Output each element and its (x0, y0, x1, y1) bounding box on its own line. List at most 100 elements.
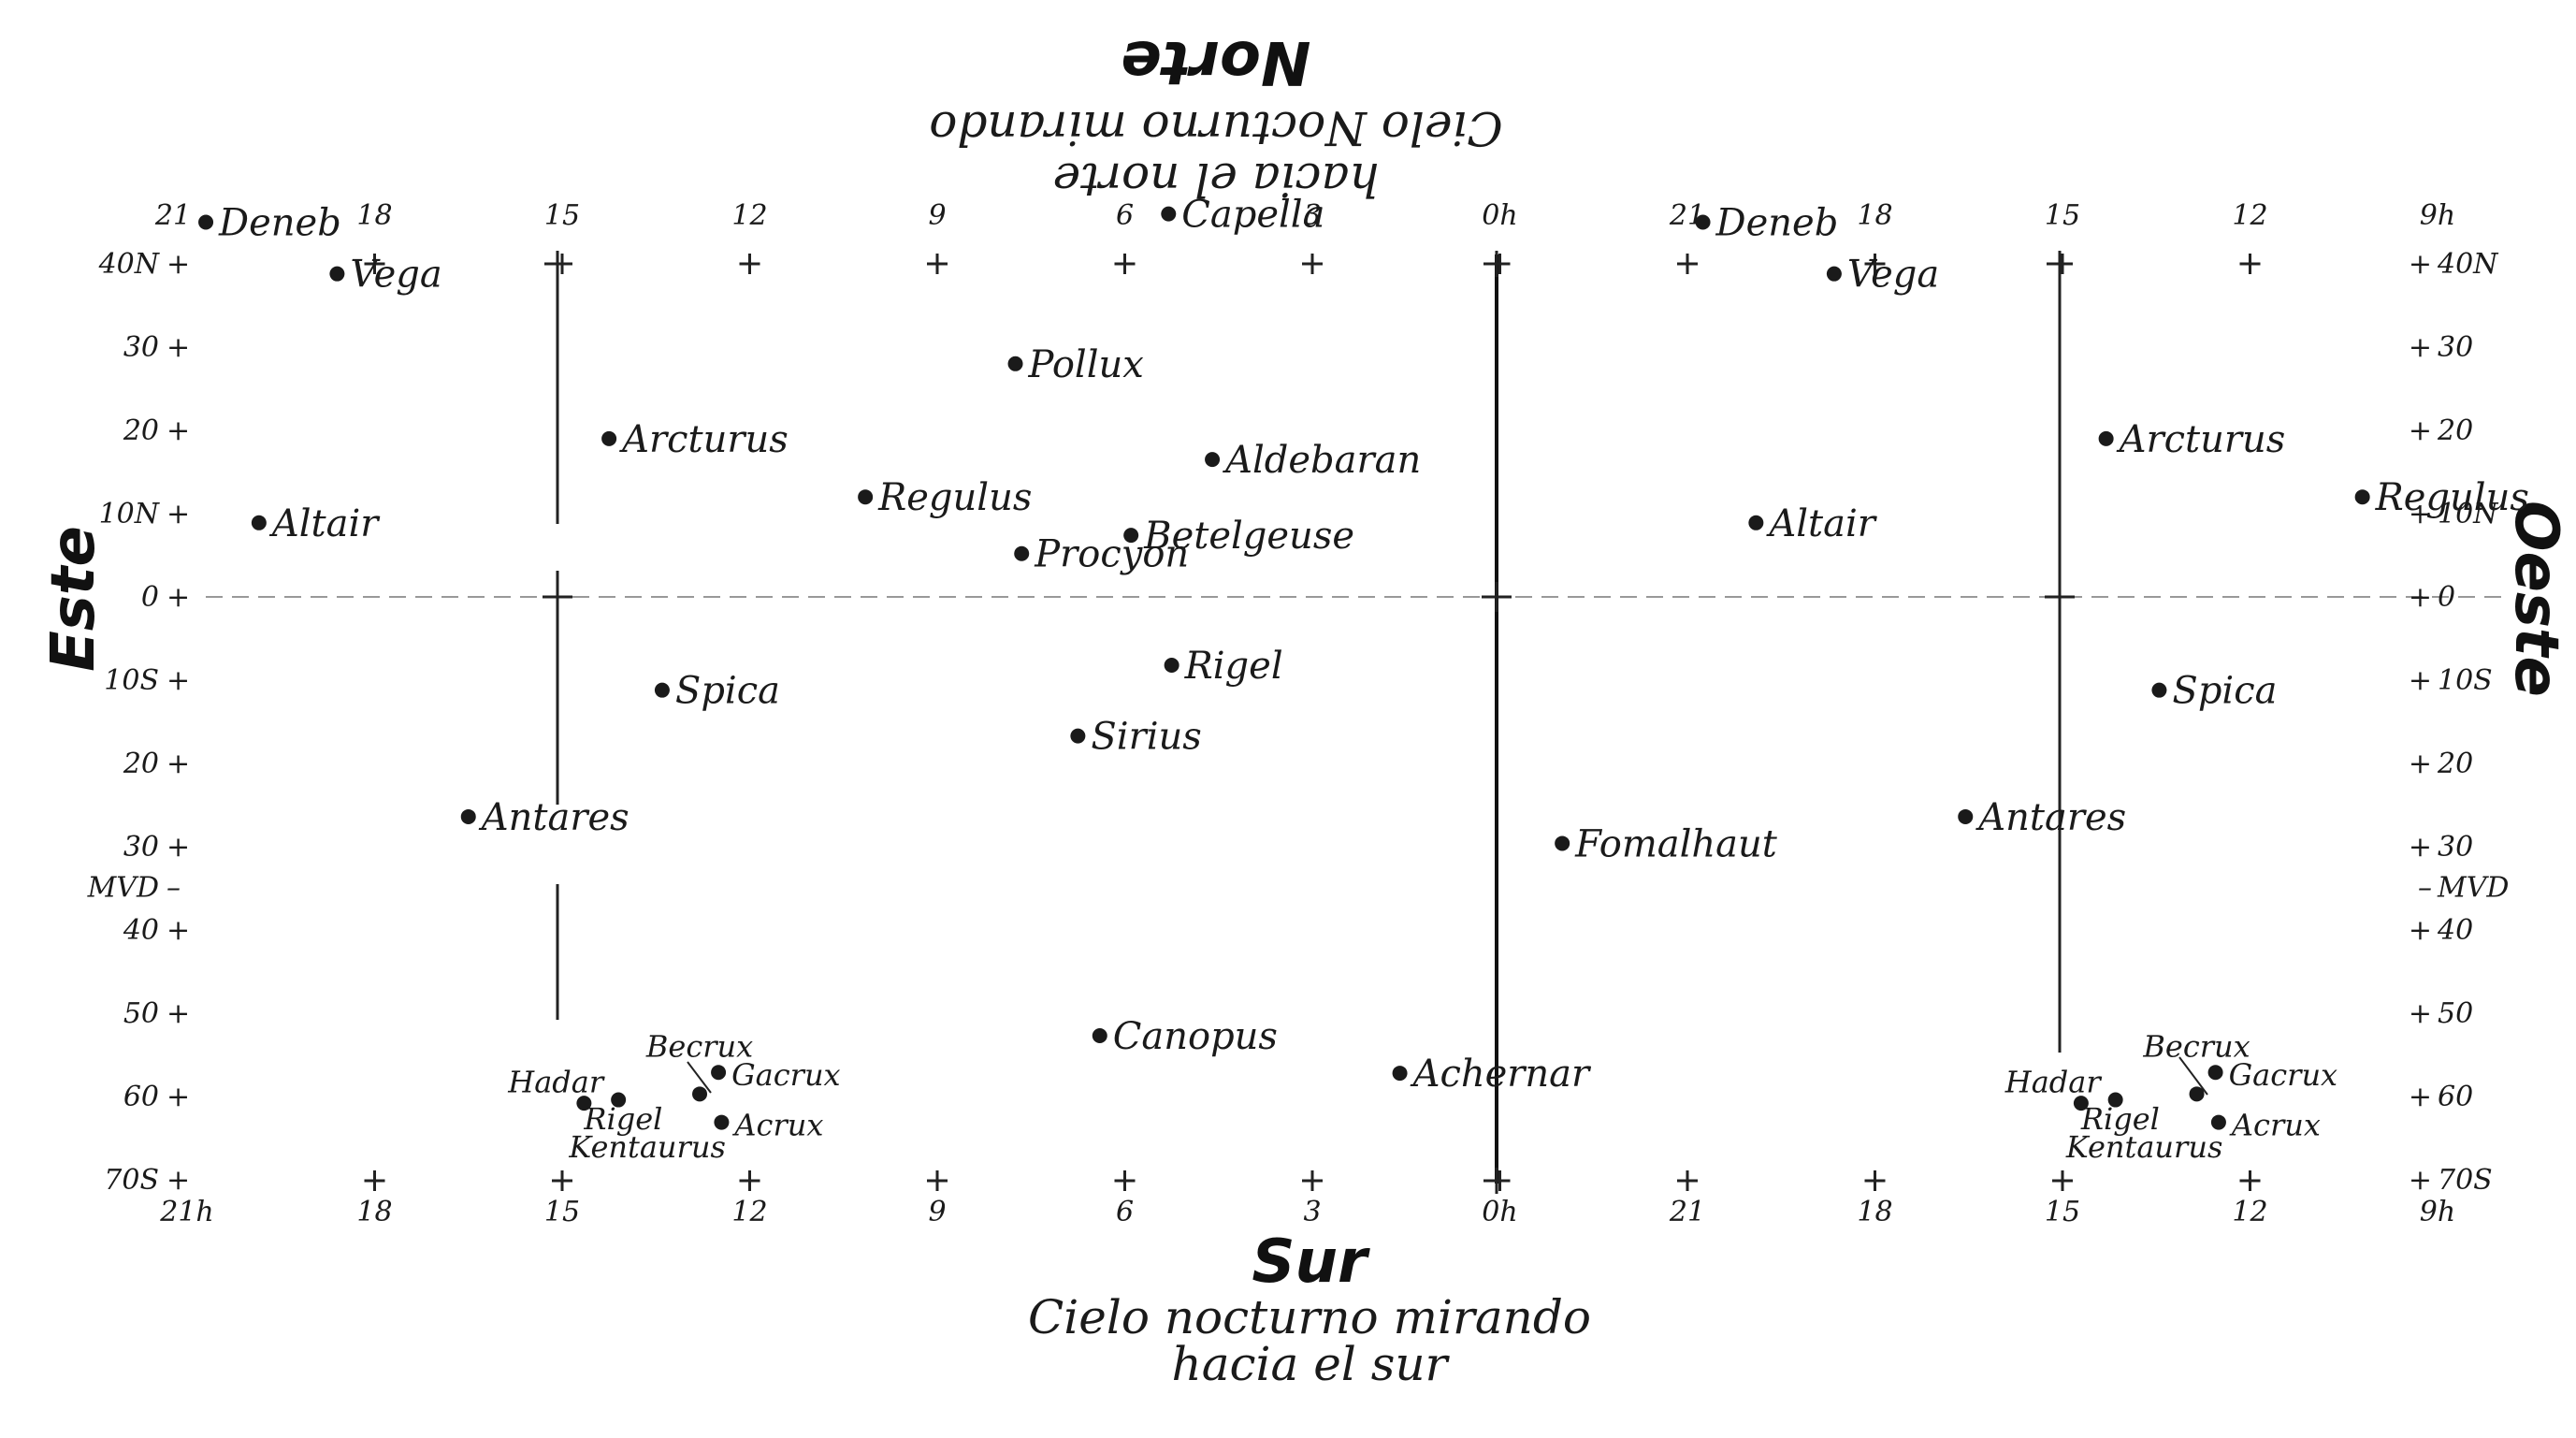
ra-tick-top: 12 (731, 199, 767, 232)
dec-tick-left: MVD (87, 872, 159, 905)
dec-tick-left-mark: + (166, 1081, 190, 1113)
ra-tick-bottom: 15 (544, 1196, 580, 1228)
ra-tick-bottom: 9h (2420, 1196, 2455, 1228)
star-arcturus-south-view (601, 430, 617, 446)
star-procyon-south-view (1014, 545, 1030, 561)
dec-tick-right: 40N (2437, 248, 2499, 281)
dec-tick-left: 0 (141, 581, 159, 614)
star-achernar-south-view (1392, 1066, 1408, 1082)
star-vega-south-view (329, 266, 345, 282)
star-label-spica-north-view: Spica (2172, 670, 2277, 713)
star-fomalhaut-north-view (1555, 835, 1570, 851)
star-label-aldebaran-south-view: Aldebaran (1222, 439, 1421, 482)
star-label-gacrux-south-view: Gacrux (731, 1057, 841, 1093)
star-vega-north-view (1826, 266, 1842, 282)
dec-tick-right-mark: – (2418, 872, 2432, 905)
ra-tick-top: 21 (154, 199, 191, 232)
dec-tick-right: 60 (2438, 1081, 2473, 1113)
dec-tick-left-mark: + (166, 414, 190, 447)
star-label-antares-south-view: Antares (478, 796, 630, 839)
ra-tick-top: 9 (928, 199, 946, 232)
star-hadar-north-view (2107, 1092, 2123, 1108)
dec-tick-left: 40N (98, 248, 161, 281)
dec-tick-right-mark: + (2409, 664, 2432, 697)
star-acrux-north-view (2210, 1114, 2226, 1130)
dec-tick-left-mark: + (166, 914, 190, 947)
dec-tick-right: 20 (2437, 748, 2473, 780)
ra-tick-top: 15 (2045, 199, 2080, 232)
star-altair-north-view (1748, 515, 1764, 530)
star-rigel-kentaurus-north-view (2073, 1096, 2089, 1111)
dec-tick-right: 70S (2438, 1164, 2493, 1197)
star-antares-north-view (1958, 808, 1974, 824)
dec-tick-left-mark: + (166, 331, 190, 364)
star-rigel-south-view (1164, 657, 1179, 673)
dec-tick-left-mark: + (166, 831, 190, 864)
star-label-betelgeuse-south-view: Betelgeuse (1143, 515, 1354, 558)
dec-tick-left: 20 (123, 414, 159, 447)
star-label-arcturus-south-view: Arcturus (618, 418, 789, 461)
star-label-altair-north-view: Altair (1765, 502, 1877, 545)
ra-tick-top: 18 (356, 199, 392, 232)
dec-tick-left-mark: + (166, 498, 190, 530)
ra-tick-top: 6 (1116, 199, 1134, 232)
dec-tick-right-mark: + (2409, 331, 2432, 364)
dec-tick-left: 20 (123, 748, 159, 780)
east-label: Este (39, 526, 109, 672)
star-label-vega-north-view: Vega (1847, 254, 1939, 297)
dec-tick-left-mark: + (166, 581, 190, 614)
dec-tick-left-mark: + (166, 1164, 190, 1197)
star-label-rigel-kentaurus-north-view: Rigel Kentaurus (2065, 1101, 2222, 1165)
ra-tick-top: 18 (1857, 199, 1892, 232)
star-label-rigel-kentaurus-south-view: Rigel Kentaurus (568, 1101, 725, 1165)
dec-tick-right: 40 (2437, 914, 2473, 947)
dec-tick-right: 10N (2438, 498, 2499, 530)
star-label-becrux-north-view: Becrux (2142, 1028, 2250, 1064)
star-label-antares-north-view: Antares (1975, 796, 2126, 839)
star-label-gacrux-north-view: Gacrux (2229, 1057, 2338, 1093)
star-label-vega-south-view: Vega (350, 254, 441, 297)
star-label-hadar-north-view: Hadar (2004, 1065, 2103, 1100)
ra-tick-bottom: 15 (2045, 1196, 2080, 1228)
north-caption-line1: Cielo Nocturno mirando (929, 101, 1503, 155)
star-sirius-south-view (1070, 728, 1086, 744)
star-capella-south-view (1161, 206, 1177, 222)
star-label-deneb-north-view: Deneb (1715, 202, 1839, 245)
south-caption-line2: hacia el sur (1172, 1337, 1451, 1391)
star-antares-south-view (460, 808, 476, 824)
dec-tick-right: 30 (2438, 831, 2473, 864)
star-label-regulus-north-view: Regulus (2375, 476, 2529, 519)
north-caption-line2: hacia el norte (1052, 153, 1379, 207)
ra-tick-bottom: 18 (356, 1196, 392, 1228)
dec-tick-right-mark: + (2409, 581, 2432, 614)
dec-tick-right-mark: + (2409, 1081, 2432, 1113)
ra-tick-top: 0h (1482, 199, 1517, 232)
south-label: Sur (1252, 1227, 1370, 1297)
dec-tick-left: 40 (123, 914, 159, 947)
dec-tick-right-mark: + (2409, 997, 2432, 1030)
star-regulus-south-view (858, 489, 874, 505)
dec-tick-left: 10N (99, 498, 161, 530)
star-deneb-north-view (1695, 214, 1711, 230)
dec-tick-right: MVD (2437, 872, 2509, 905)
star-gacrux-north-view (2207, 1065, 2223, 1081)
ra-tick-top: 15 (544, 199, 580, 232)
ra-tick-bottom: 9 (928, 1196, 946, 1228)
star-label-deneb-south-view: Deneb (218, 202, 341, 245)
becrux-leader-line-right (2178, 1056, 2208, 1096)
star-label-spica-south-view: Spica (675, 670, 780, 713)
ra-tick-bottom: 18 (1857, 1196, 1892, 1228)
star-gacrux-south-view (711, 1065, 727, 1081)
star-deneb-south-view (198, 214, 214, 230)
star-becrux-south-view (692, 1086, 708, 1102)
star-aldebaran-south-view (1205, 452, 1221, 468)
star-label-sirius-south-view: Sirius (1091, 716, 1201, 759)
star-spica-north-view (2151, 682, 2167, 698)
north-caption: Norte Cielo Nocturno mirando hacia el no… (929, 27, 1503, 207)
dec-tick-right-mark: + (2409, 1164, 2432, 1197)
star-label-becrux-south-view: Becrux (645, 1028, 753, 1064)
ra-tick-bottom: 21h (159, 1196, 214, 1228)
star-becrux-north-view (2189, 1086, 2205, 1102)
dec-tick-left: 50 (123, 997, 159, 1030)
